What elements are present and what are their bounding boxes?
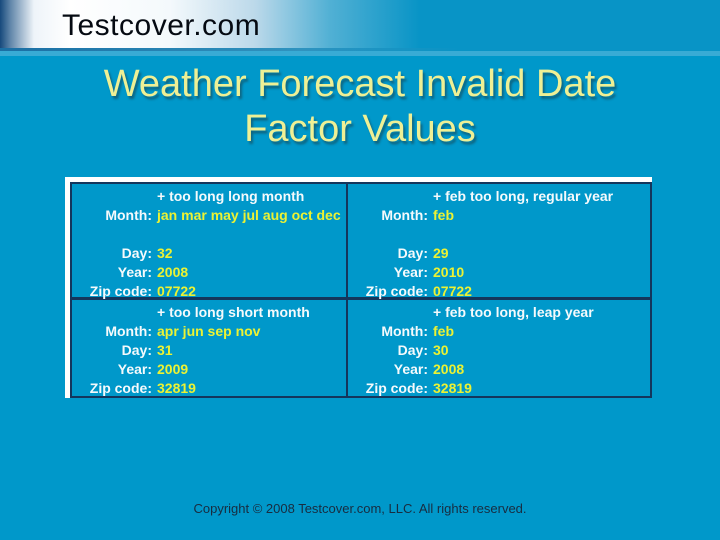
cell-header: + feb too long, regular year bbox=[433, 188, 614, 204]
zip-label: Zip code: bbox=[365, 380, 428, 396]
table-cell-too-long-short-month: + too long short month Month: apr jun se… bbox=[72, 300, 348, 396]
zip-value: 32819 bbox=[433, 380, 472, 396]
zip-label: Zip code: bbox=[89, 283, 152, 299]
month-value: feb bbox=[433, 207, 454, 223]
year-label: Year: bbox=[117, 361, 152, 377]
cell-header: + too long short month bbox=[157, 304, 310, 320]
day-label: Day: bbox=[121, 342, 152, 358]
cell-header: + feb too long, leap year bbox=[433, 304, 594, 320]
zip-value: 32819 bbox=[157, 380, 196, 396]
factor-table: + too long long month Month: jan mar may… bbox=[70, 182, 652, 398]
slide-title-line2: Factor Values bbox=[244, 108, 476, 150]
day-label: Day: bbox=[121, 245, 152, 261]
day-value: 31 bbox=[157, 342, 173, 358]
day-value: 30 bbox=[433, 342, 449, 358]
band-underline bbox=[0, 48, 720, 51]
cell-header: + too long long month bbox=[157, 188, 305, 204]
month-label: Month: bbox=[381, 323, 428, 339]
month-value: apr jun sep nov bbox=[157, 323, 261, 339]
month-value: jan mar may jul aug oct dec bbox=[157, 207, 341, 223]
year-value: 2008 bbox=[157, 264, 189, 280]
month-label: Month: bbox=[105, 207, 152, 223]
month-label: Month: bbox=[381, 207, 428, 223]
day-label: Day: bbox=[397, 245, 428, 261]
zip-value: 07722 bbox=[157, 283, 196, 299]
slide-title: Weather Forecast Invalid Date Factor Val… bbox=[0, 62, 720, 152]
brand-logo-text: Testcover.com bbox=[62, 9, 261, 42]
table-cell-feb-too-long-leap-year: + feb too long, leap year Month: feb Day… bbox=[348, 300, 650, 396]
table-cell-too-long-long-month: + too long long month Month: jan mar may… bbox=[72, 184, 348, 300]
day-value: 32 bbox=[157, 245, 173, 261]
year-label: Year: bbox=[393, 264, 428, 280]
zip-label: Zip code: bbox=[89, 380, 152, 396]
year-value: 2009 bbox=[157, 361, 189, 377]
day-value: 29 bbox=[433, 245, 449, 261]
zip-value: 07722 bbox=[433, 283, 472, 299]
year-label: Year: bbox=[393, 361, 428, 377]
zip-label: Zip code: bbox=[365, 283, 428, 299]
year-value: 2010 bbox=[433, 264, 465, 280]
day-label: Day: bbox=[397, 342, 428, 358]
copyright-notice: Copyright © 2008 Testcover.com, LLC. All… bbox=[193, 501, 527, 516]
header-band: Testcover.com bbox=[0, 0, 720, 48]
slide-title-line1: Weather Forecast Invalid Date bbox=[103, 63, 617, 105]
month-label: Month: bbox=[105, 323, 152, 339]
factor-table-wrapper: + too long long month Month: jan mar may… bbox=[65, 177, 652, 398]
band-stripe bbox=[0, 51, 720, 56]
year-value: 2008 bbox=[433, 361, 465, 377]
table-cell-feb-too-long-regular-year: + feb too long, regular year Month: feb … bbox=[348, 184, 650, 300]
month-value: feb bbox=[433, 323, 454, 339]
year-label: Year: bbox=[117, 264, 152, 280]
